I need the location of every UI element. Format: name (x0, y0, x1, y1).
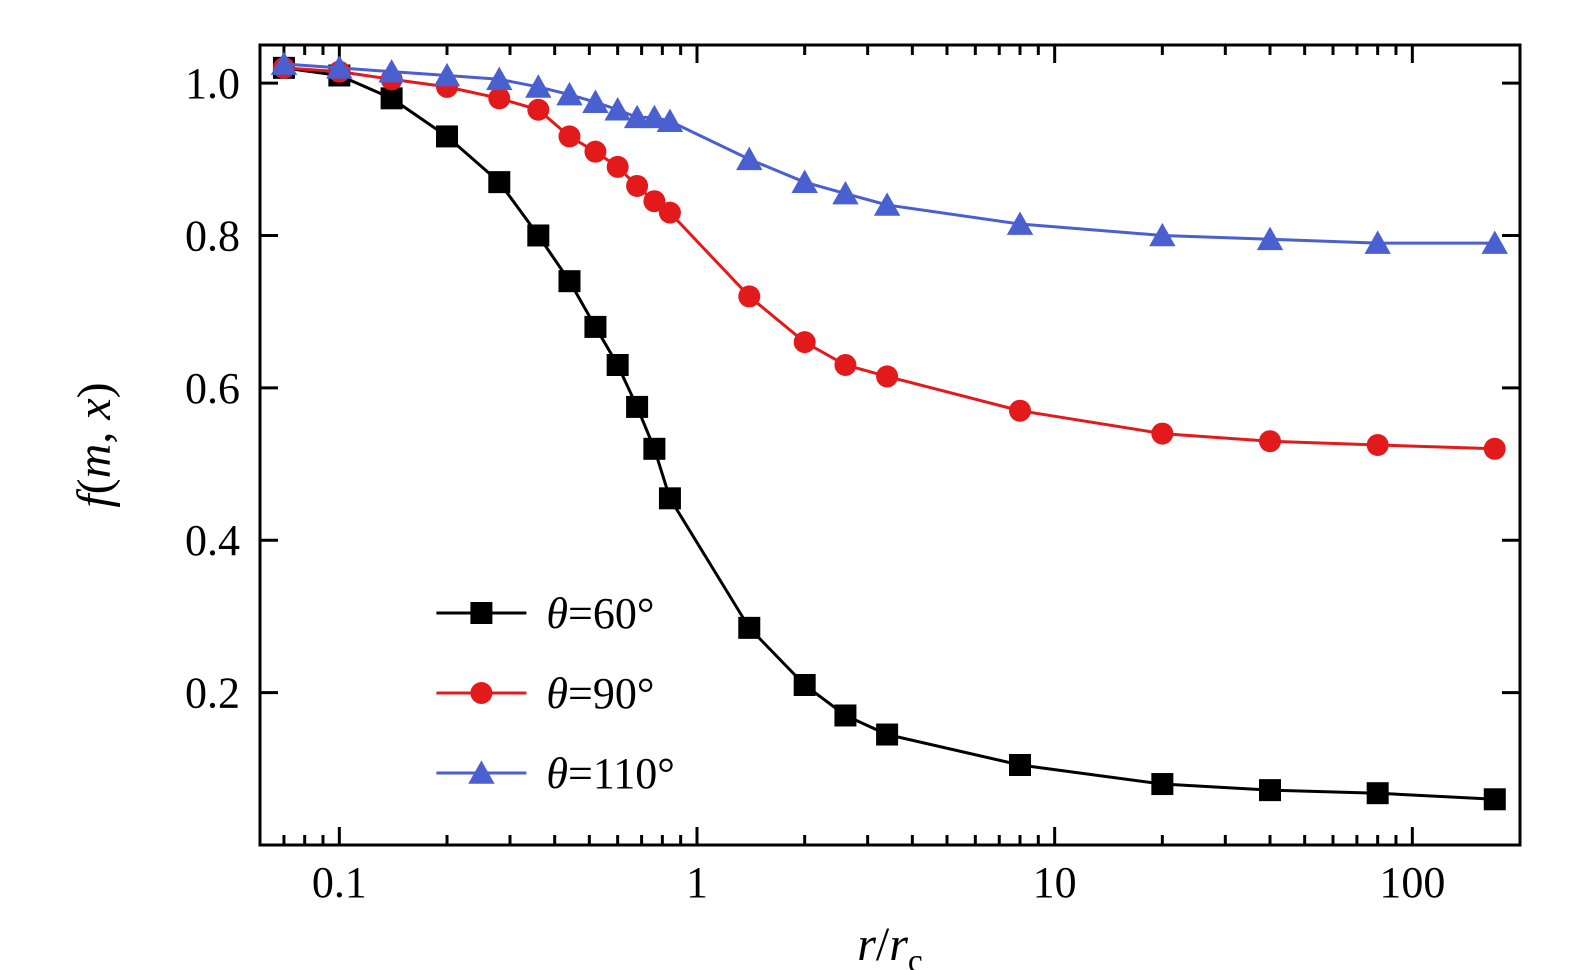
x-tick-label: 0.1 (312, 858, 367, 907)
y-tick-label: 0.4 (185, 516, 240, 565)
x-tick-label: 1 (686, 858, 708, 907)
legend-label: θ=90° (546, 669, 654, 718)
x-tick-label: 10 (1033, 858, 1077, 907)
legend-label: θ=60° (546, 589, 654, 638)
chart-svg: 0.11101000.20.40.60.81.0r/rcf(m, x)θ=60°… (0, 0, 1575, 970)
y-tick-label: 0.6 (185, 364, 240, 413)
y-tick-label: 1.0 (185, 59, 240, 108)
y-axis-label: f(m, x) (68, 382, 121, 507)
y-tick-label: 0.2 (185, 669, 240, 718)
x-tick-label: 100 (1379, 858, 1445, 907)
y-tick-label: 0.8 (185, 211, 240, 260)
legend-label: θ=110° (546, 749, 674, 798)
chart-container: 0.11101000.20.40.60.81.0r/rcf(m, x)θ=60°… (0, 0, 1575, 970)
